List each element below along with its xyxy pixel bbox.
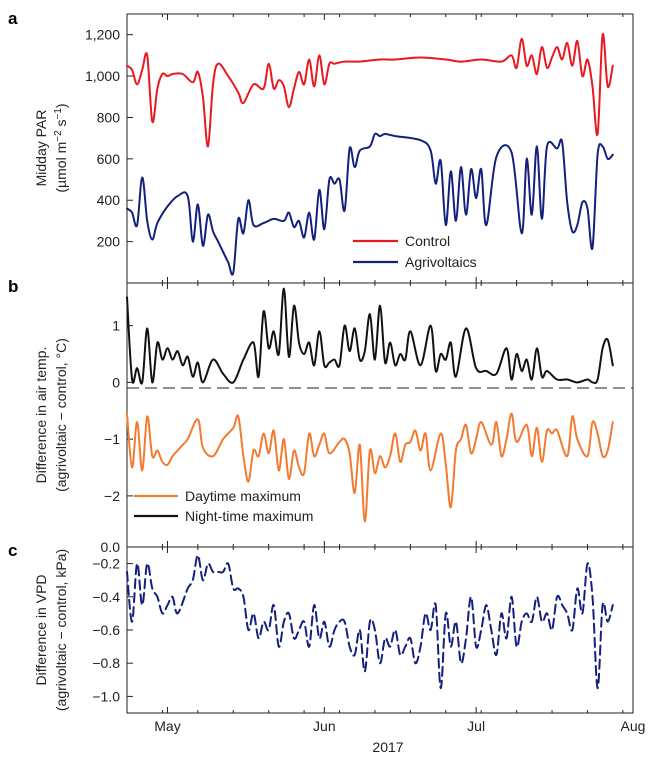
panel-c-label: c — [8, 541, 17, 560]
x-tick-label: Jul — [467, 718, 485, 734]
series-line-c-0 — [126, 554, 614, 690]
legend-label-nighttime: Night-time maximum — [185, 508, 313, 524]
panel-a-ylabel-2: (µmol m−2 s−1) — [53, 103, 70, 192]
y-tick-label: −0.2 — [92, 556, 120, 572]
series-line-b-0 — [126, 412, 614, 523]
panel-c-x-axis: May Jun Jul Aug — [126, 547, 646, 734]
panel-b-legend: Daytime maximum Night-time maximum — [134, 488, 313, 524]
panel-c-ylabel-2: (agrivoltaic − control, kPa) — [53, 549, 69, 711]
series-line-a-1 — [126, 132, 614, 276]
y-tick-label: 1 — [112, 318, 120, 334]
y-tick-label: 0 — [112, 374, 120, 390]
panel-c-y-axis: −1.0 −0.8 −0.6 −0.4 −0.2 — [92, 556, 133, 704]
x-tick-label: Jun — [313, 718, 336, 734]
legend-label-daytime: Daytime maximum — [185, 488, 301, 504]
x-tick-label: May — [154, 718, 180, 734]
x-axis-title: 2017 — [372, 739, 403, 755]
panel-a-ylabel-1: Midday PAR — [33, 110, 49, 187]
legend-label-control: Control — [405, 233, 450, 249]
y-tick-label: 800 — [97, 109, 121, 125]
y-tick-label: −0.6 — [92, 622, 120, 638]
y-tick-label: 600 — [97, 151, 121, 167]
y-tick-label: 1,200 — [85, 27, 120, 43]
series-line-a-0 — [126, 33, 614, 148]
panel-b-ylabel-2: (agrivoltaic − control, °C) — [53, 338, 69, 492]
y-tick-label: −2 — [104, 488, 120, 504]
x-tick-label: Aug — [621, 718, 646, 734]
panel-c-vpd: c Difference in VPD (agrivoltaic − contr… — [8, 541, 645, 755]
panel-b-ylabel-1: Difference in air temp. — [33, 347, 49, 484]
y-tick-label: −1 — [104, 431, 120, 447]
panel-c-series — [126, 554, 614, 690]
panel-a-series — [126, 33, 614, 276]
series-line-b-1 — [126, 287, 614, 385]
panel-b-air-temp: b Difference in air temp. (agrivoltaic −… — [8, 277, 634, 555]
y-tick-label: −0.4 — [92, 589, 120, 605]
y-tick-label: 200 — [97, 234, 121, 250]
panel-b-y-axis: −2 −1 0 1 — [104, 318, 133, 504]
y-tick-label: −0.8 — [92, 655, 120, 671]
panel-b-label: b — [8, 277, 18, 296]
y-tick-label: 1,000 — [85, 68, 120, 84]
panel-b-series — [126, 287, 614, 523]
legend-label-agrivoltaics: Agrivoltaics — [405, 254, 477, 270]
y-tick-label: 400 — [97, 192, 121, 208]
panel-c-frame — [126, 546, 634, 714]
panel-b-axis-floor-label: 0.0 — [101, 539, 121, 555]
y-tick-label: −1.0 — [92, 688, 120, 704]
panel-c-ylabel-1: Difference in VPD — [33, 574, 49, 685]
panel-a-legend: Control Agrivoltaics — [353, 233, 477, 270]
panel-a-y-axis: 200 400 600 800 1,000 1,200 — [85, 27, 133, 250]
panel-a-par: a Midday PAR (µmol m−2 s−1) 200 400 600 800… — [8, 9, 634, 284]
panel-a-label: a — [8, 9, 18, 28]
